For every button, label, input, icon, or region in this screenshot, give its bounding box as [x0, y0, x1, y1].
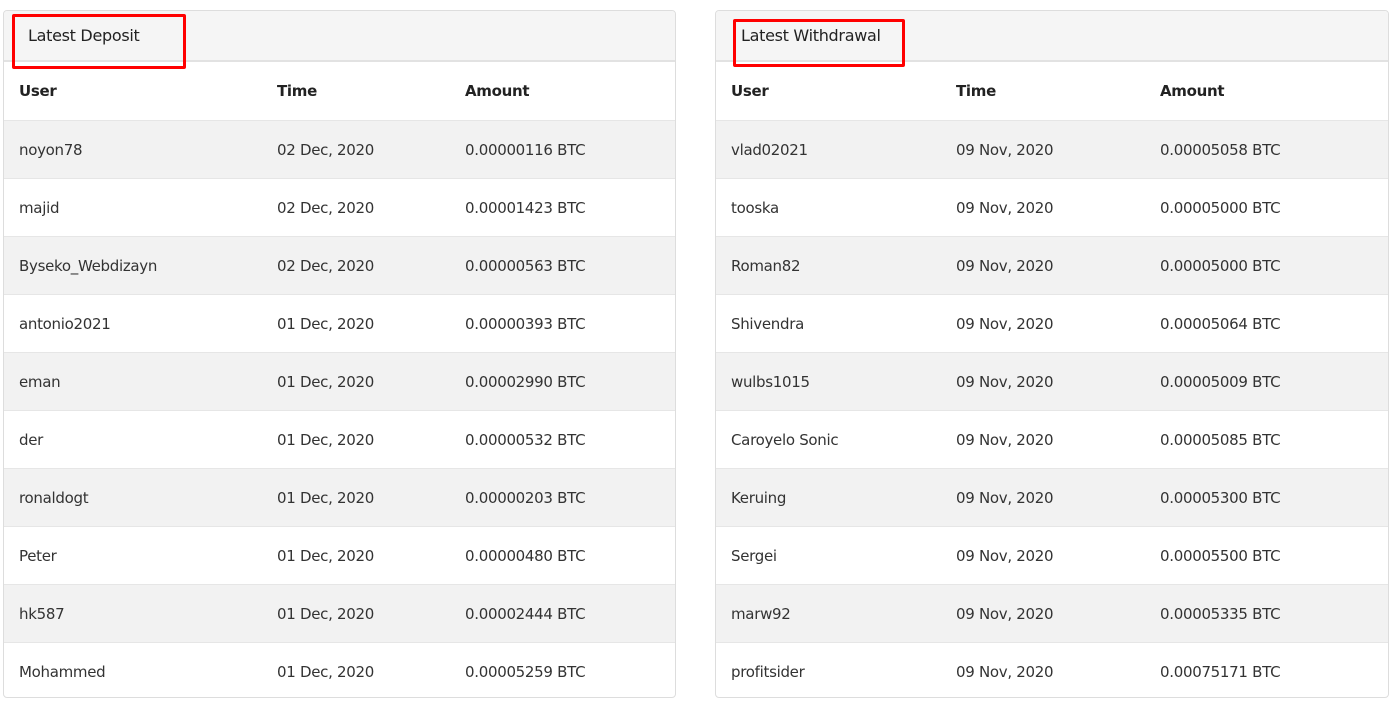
table-row: wulbs1015 09 Nov, 2020 0.00005009 BTC — [716, 353, 1388, 411]
user-cell: tooska — [731, 199, 779, 217]
time-cell: 09 Nov, 2020 — [956, 373, 1054, 391]
time-cell: 01 Dec, 2020 — [277, 663, 374, 681]
amount-cell: 0.00005000 BTC — [1160, 199, 1281, 217]
time-cell: 02 Dec, 2020 — [277, 257, 374, 275]
table-row: hk587 01 Dec, 2020 0.00002444 BTC — [4, 585, 675, 643]
user-cell: User — [731, 82, 769, 100]
user-cell: Shivendra — [731, 315, 804, 333]
amount-cell: 0.00000203 BTC — [465, 489, 586, 507]
amount-cell: 0.00005009 BTC — [1160, 373, 1281, 391]
highlight-box — [733, 19, 905, 67]
table-row: vlad02021 09 Nov, 2020 0.00005058 BTC — [716, 121, 1388, 179]
time-cell: 09 Nov, 2020 — [956, 257, 1054, 275]
amount-cell: 0.00005335 BTC — [1160, 605, 1281, 623]
user-cell: Peter — [19, 547, 57, 565]
amount-cell: 0.00075171 BTC — [1160, 663, 1281, 681]
time-cell: 01 Dec, 2020 — [277, 373, 374, 391]
latest-deposit-panel: Latest Deposit User Time Amount noyon78 02 D… — [3, 10, 676, 698]
user-cell: der — [19, 431, 44, 449]
amount-cell: 0.00000563 BTC — [465, 257, 586, 275]
time-cell: 01 Dec, 2020 — [277, 605, 374, 623]
amount-cell: Amount — [465, 82, 530, 100]
time-cell: 09 Nov, 2020 — [956, 141, 1054, 159]
table-row: ronaldogt 01 Dec, 2020 0.00000203 BTC — [4, 469, 675, 527]
time-cell: 09 Nov, 2020 — [956, 199, 1054, 217]
amount-cell: 0.00002990 BTC — [465, 373, 586, 391]
table-row: antonio2021 01 Dec, 2020 0.00000393 BTC — [4, 295, 675, 353]
time-cell: 01 Dec, 2020 — [277, 431, 374, 449]
withdrawal-table: User Time Amount vlad02021 09 Nov, 2020 0.000… — [716, 62, 1388, 697]
user-cell: Caroyelo Sonic — [731, 431, 839, 449]
table-row: Peter 01 Dec, 2020 0.00000480 BTC — [4, 527, 675, 585]
user-cell: User — [19, 82, 57, 100]
table-row: Keruing 09 Nov, 2020 0.00005300 BTC — [716, 469, 1388, 527]
latest-withdrawal-panel: Latest Withdrawal User Time Amount vlad0202… — [715, 10, 1389, 698]
time-cell: 09 Nov, 2020 — [956, 489, 1054, 507]
time-cell: 09 Nov, 2020 — [956, 605, 1054, 623]
user-cell: profitsider — [731, 663, 805, 681]
amount-cell: 0.00000393 BTC — [465, 315, 586, 333]
amount-cell: 0.00000116 BTC — [465, 141, 586, 159]
panel-title: Latest Deposit — [28, 26, 140, 45]
amount-cell: 0.00000480 BTC — [465, 547, 586, 565]
table-row: Sergei 09 Nov, 2020 0.00005500 BTC — [716, 527, 1388, 585]
user-cell: vlad02021 — [731, 141, 808, 159]
amount-cell: 0.00005300 BTC — [1160, 489, 1281, 507]
amount-cell: 0.00000532 BTC — [465, 431, 586, 449]
user-cell: Keruing — [731, 489, 787, 507]
user-cell: Roman82 — [731, 257, 801, 275]
time-cell: Time — [277, 82, 317, 100]
table-row: profitsider 09 Nov, 2020 0.00075171 BTC — [716, 643, 1388, 697]
table-row: majid 02 Dec, 2020 0.00001423 BTC — [4, 179, 675, 237]
panel-header: Latest Deposit — [4, 11, 675, 62]
amount-cell: 0.00005064 BTC — [1160, 315, 1281, 333]
time-cell: 01 Dec, 2020 — [277, 489, 374, 507]
panel-title: Latest Withdrawal — [741, 26, 881, 45]
user-cell: majid — [19, 199, 60, 217]
time-cell: 02 Dec, 2020 — [277, 141, 374, 159]
time-cell: 02 Dec, 2020 — [277, 199, 374, 217]
deposit-table: User Time Amount noyon78 02 Dec, 2020 0.00000… — [4, 62, 675, 697]
amount-cell: 0.00005259 BTC — [465, 663, 586, 681]
time-cell: 09 Nov, 2020 — [956, 315, 1054, 333]
user-cell: ronaldogt — [19, 489, 89, 507]
table-row: Mohammed 01 Dec, 2020 0.00005259 BTC — [4, 643, 675, 697]
amount-cell: 0.00002444 BTC — [465, 605, 586, 623]
table-row: noyon78 02 Dec, 2020 0.00000116 BTC — [4, 121, 675, 179]
user-cell: Sergei — [731, 547, 777, 565]
amount-cell: 0.00005500 BTC — [1160, 547, 1281, 565]
table-row: Byseko_Webdizayn 02 Dec, 2020 0.00000563 B… — [4, 237, 675, 295]
amount-cell: 0.00005000 BTC — [1160, 257, 1281, 275]
time-cell: 09 Nov, 2020 — [956, 547, 1054, 565]
time-cell: 09 Nov, 2020 — [956, 663, 1054, 681]
user-cell: eman — [19, 373, 61, 391]
amount-cell: 0.00001423 BTC — [465, 199, 586, 217]
time-cell: 09 Nov, 2020 — [956, 431, 1054, 449]
table-header: User Time Amount — [4, 62, 675, 121]
table-row: Roman82 09 Nov, 2020 0.00005000 BTC — [716, 237, 1388, 295]
table-row: marw92 09 Nov, 2020 0.00005335 BTC — [716, 585, 1388, 643]
table-row: Caroyelo Sonic 09 Nov, 2020 0.00005085 BTC — [716, 411, 1388, 469]
user-cell: noyon78 — [19, 141, 83, 159]
time-cell: Time — [956, 82, 996, 100]
table-row: Shivendra 09 Nov, 2020 0.00005064 BTC — [716, 295, 1388, 353]
user-cell: antonio2021 — [19, 315, 111, 333]
table-row: eman 01 Dec, 2020 0.00002990 BTC — [4, 353, 675, 411]
table-header: User Time Amount — [716, 62, 1388, 121]
table-row: tooska 09 Nov, 2020 0.00005000 BTC — [716, 179, 1388, 237]
user-cell: wulbs1015 — [731, 373, 810, 391]
user-cell: Byseko_Webdizayn — [19, 257, 158, 275]
user-cell: Mohammed — [19, 663, 106, 681]
user-cell: marw92 — [731, 605, 791, 623]
time-cell: 01 Dec, 2020 — [277, 547, 374, 565]
amount-cell: 0.00005085 BTC — [1160, 431, 1281, 449]
amount-cell: Amount — [1160, 82, 1225, 100]
table-row: der 01 Dec, 2020 0.00000532 BTC — [4, 411, 675, 469]
amount-cell: 0.00005058 BTC — [1160, 141, 1281, 159]
time-cell: 01 Dec, 2020 — [277, 315, 374, 333]
user-cell: hk587 — [19, 605, 65, 623]
highlight-box — [12, 14, 186, 69]
